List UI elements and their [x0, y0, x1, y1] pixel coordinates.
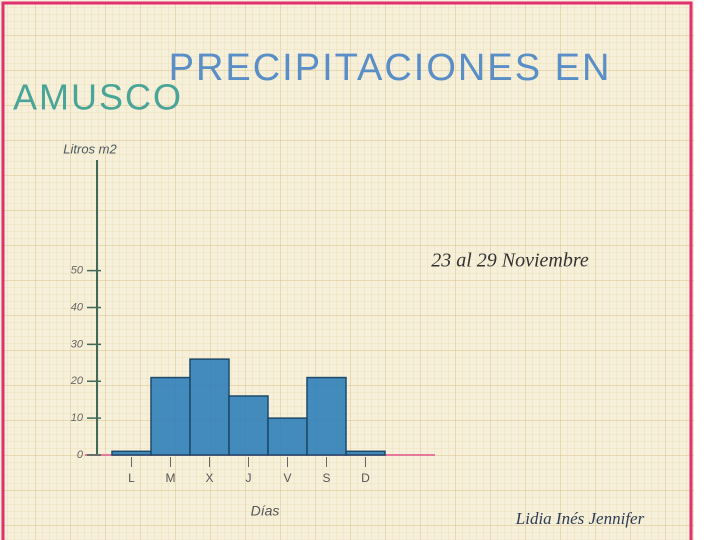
chart-subtitle: 23 al 29 Noviembre — [431, 250, 589, 272]
y-tick-label: 10 — [71, 412, 84, 424]
x-tick-label: L — [128, 471, 135, 485]
y-tick-label: 50 — [71, 265, 84, 277]
x-tick-label: V — [283, 471, 291, 485]
page-border — [1, 1, 693, 540]
bar — [306, 376, 347, 456]
bar — [267, 417, 308, 456]
y-tick-label: 30 — [71, 338, 84, 350]
y-tick-label: 0 — [77, 449, 84, 461]
chart-title: PRECIPITACIONES EN — [169, 47, 612, 89]
bar — [189, 358, 230, 456]
bar — [111, 450, 152, 456]
x-tick-label: D — [361, 471, 370, 485]
chart-title: AMUSCO — [13, 77, 183, 118]
x-tick-label: M — [166, 471, 176, 485]
y-tick-label: 20 — [70, 375, 84, 387]
y-tick-label: 40 — [71, 301, 84, 313]
x-tick-label: S — [322, 471, 330, 485]
bar — [228, 395, 269, 456]
bar — [345, 450, 386, 456]
margin-strip — [694, 0, 707, 540]
x-tick-label: J — [246, 471, 252, 485]
annotation: Lidia Inés Jennifer — [515, 509, 645, 528]
y-axis-label: Litros m2 — [63, 141, 117, 156]
x-axis-label: Días — [251, 503, 280, 519]
bar — [150, 376, 191, 456]
x-tick-label: X — [205, 471, 213, 485]
